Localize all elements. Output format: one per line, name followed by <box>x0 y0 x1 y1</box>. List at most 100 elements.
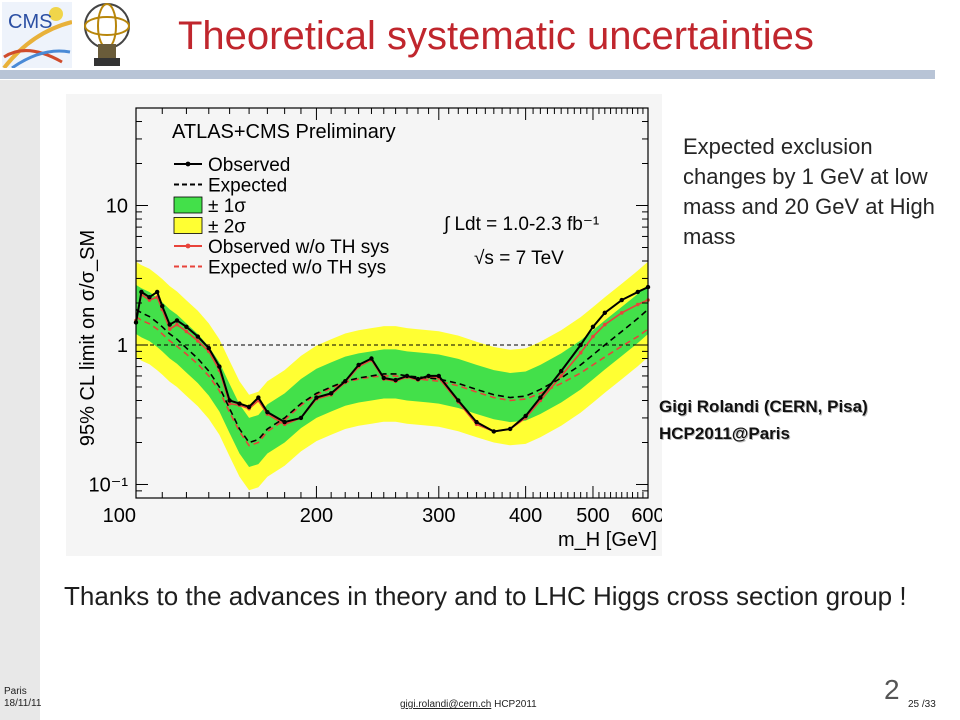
x-tick-label: 300 <box>422 505 455 527</box>
x-tick-label: 600 <box>631 505 662 527</box>
left-sidebar-strip <box>0 80 40 720</box>
series-lines <box>133 284 651 447</box>
point-observed <box>227 398 232 403</box>
uncertainty-bands <box>136 261 648 491</box>
point-observed <box>635 289 640 295</box>
point-observed <box>507 426 513 432</box>
legend-swatch-dot <box>185 161 191 167</box>
y-tick-label: 10 <box>106 196 128 218</box>
cms-logo-text: CMS <box>8 11 52 33</box>
cern-emblem-icon <box>84 3 130 66</box>
point-observed <box>369 356 374 361</box>
footer-contact: gigi.rolandi@cern.ch HCP2011 <box>400 699 537 710</box>
point-observed <box>174 318 180 323</box>
point-observed <box>328 391 334 396</box>
point-observed <box>206 345 211 351</box>
point-observed <box>523 413 528 419</box>
author-credit: Gigi Rolandi (CERN, Pisa) HCP2011@Paris <box>659 393 868 447</box>
point-observed-w-o-th-sys <box>175 322 179 327</box>
x-tick-label: 400 <box>509 505 542 527</box>
luminosity-annotation: ∫ Ldt = 1.0-2.3 fb⁻¹ <box>443 214 599 235</box>
point-observed <box>298 415 304 421</box>
point-observed <box>426 373 431 379</box>
slide-title: Theoretical systematic uncertainties <box>178 14 814 58</box>
energy-annotation: √s = 7 TeV <box>474 248 564 269</box>
author-name: Gigi Rolandi (CERN, Pisa) <box>659 397 868 416</box>
point-observed <box>246 404 252 410</box>
point-observed <box>282 419 287 425</box>
point-observed <box>381 375 386 381</box>
legend-swatch <box>173 217 203 234</box>
chart-title: ATLAS+CMS Preliminary <box>172 121 396 143</box>
point-observed <box>342 379 348 384</box>
slide-number: 2 <box>884 674 900 705</box>
point-observed-w-o-th-sys <box>619 311 624 315</box>
point-observed <box>578 342 583 348</box>
point-observed <box>139 289 144 295</box>
footer-place-date: Paris 18/11/11 <box>4 686 41 710</box>
point-observed <box>602 310 608 316</box>
legend-label: Observed <box>208 155 290 176</box>
series-line-expected <box>135 308 649 444</box>
point-observed <box>436 373 442 379</box>
point-observed <box>491 429 497 434</box>
point-observed <box>558 368 564 374</box>
x-tick-label: 500 <box>576 505 609 527</box>
point-observed-w-o-th-sys <box>591 334 595 339</box>
point-observed-w-o-th-sys <box>578 350 583 355</box>
chart-axes: 10⁻¹ 1 10 100 200 300 400 500 600 <box>89 107 662 527</box>
y-tick-label: 1 <box>117 335 128 357</box>
footer-event: HCP2011 <box>494 699 537 710</box>
y-tick-label: 10⁻¹ <box>89 474 129 496</box>
footer-date: 18/11/11 <box>4 698 42 709</box>
point-observed <box>314 395 319 400</box>
point-observed-w-o-th-sys <box>167 327 172 331</box>
point-observed <box>619 297 624 303</box>
x-tick-label: 200 <box>300 505 333 527</box>
point-observed <box>217 364 222 369</box>
x-axis-label: m_H [GeV] <box>558 529 657 551</box>
legend-swatch <box>173 196 203 214</box>
author-event: HCP2011@Paris <box>659 424 790 443</box>
legend-swatch-dot <box>185 243 191 249</box>
point-observed <box>538 395 543 400</box>
footer-email-link[interactable]: gigi.rolandi@cern.ch <box>400 699 492 710</box>
point-observed-w-o-th-sys <box>196 339 200 343</box>
point-observed <box>474 419 479 425</box>
point-observed <box>404 373 410 379</box>
point-observed-w-o-th-sys <box>227 401 232 406</box>
point-observed <box>265 409 270 415</box>
band-1sigma <box>136 284 648 468</box>
point-observed <box>356 362 361 368</box>
point-observed-w-o-th-sys <box>184 329 189 334</box>
legend-label: Observed w/o TH sys <box>208 237 389 258</box>
point-observed <box>167 322 172 327</box>
point-observed <box>154 289 160 295</box>
point-observed-w-o-th-sys <box>559 374 563 378</box>
legend-label: Expected w/o TH sys <box>208 258 386 279</box>
header-rule <box>0 70 935 79</box>
legend-label: Expected <box>208 176 287 197</box>
page-counter: 25 /33 <box>908 699 936 710</box>
point-observed <box>195 334 201 339</box>
legend-label: ± 2σ <box>208 217 246 238</box>
point-observed <box>590 324 596 330</box>
point-observed <box>184 324 189 330</box>
side-note: Expected exclusion changes by 1 GeV at l… <box>683 134 935 249</box>
slide-caption: Thanks to the advances in theory and to … <box>64 581 907 611</box>
x-tick-label: 100 <box>103 505 136 527</box>
point-observed <box>160 303 165 309</box>
point-observed-w-o-th-sys <box>635 302 640 307</box>
point-observed <box>415 376 421 382</box>
point-observed-w-o-th-sys <box>603 322 607 327</box>
point-observed <box>456 398 461 403</box>
y-axis-label: 95% CL limit on σ/σ_SM <box>77 230 99 446</box>
point-observed <box>147 295 152 300</box>
footer-place: Paris <box>4 686 27 697</box>
point-observed <box>393 377 398 383</box>
point-observed <box>256 395 261 400</box>
slide-header <box>0 0 960 80</box>
cms-logo: CMS <box>2 2 72 68</box>
